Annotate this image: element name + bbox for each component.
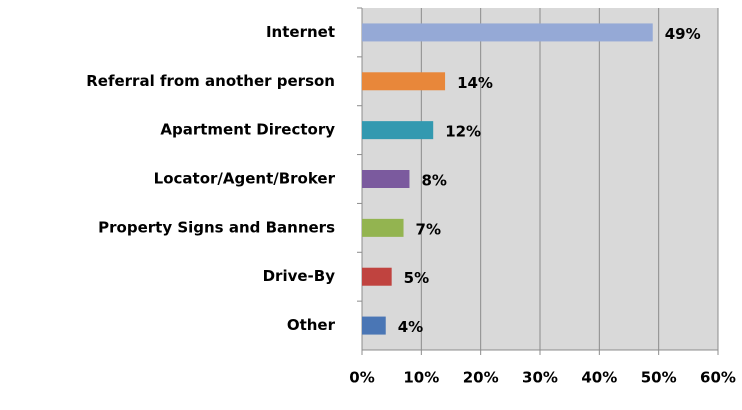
x-tick-label: 0%: [349, 369, 374, 387]
x-tick-label: 10%: [403, 369, 439, 387]
bar: [362, 23, 653, 42]
y-tick-label: Locator/Agent/Broker: [154, 170, 336, 188]
data-label: 12%: [445, 123, 481, 141]
data-label: 49%: [665, 25, 701, 43]
data-label: 4%: [398, 318, 423, 336]
data-label: 7%: [416, 220, 441, 238]
y-tick-label: Other: [287, 316, 336, 334]
data-label: 14%: [457, 74, 493, 92]
y-tick-label: Internet: [266, 23, 335, 41]
bar: [362, 170, 410, 188]
bar: [362, 121, 434, 140]
x-tick-label: 30%: [522, 369, 558, 387]
x-tick-label: 50%: [641, 369, 677, 387]
x-tick-label: 20%: [463, 369, 499, 387]
y-tick-label: Drive-By: [263, 267, 336, 285]
bar: [362, 72, 446, 91]
y-tick-label: Apartment Directory: [160, 121, 335, 139]
bar: [362, 267, 392, 286]
x-tick-label: 40%: [581, 369, 617, 387]
y-tick-label: Property Signs and Banners: [98, 218, 335, 236]
data-label: 8%: [421, 172, 446, 190]
bar: [362, 316, 386, 335]
y-tick-label: Referral from another person: [86, 72, 335, 90]
bar: [362, 218, 404, 237]
data-label: 5%: [404, 269, 429, 287]
x-tick-label: 60%: [700, 369, 736, 387]
